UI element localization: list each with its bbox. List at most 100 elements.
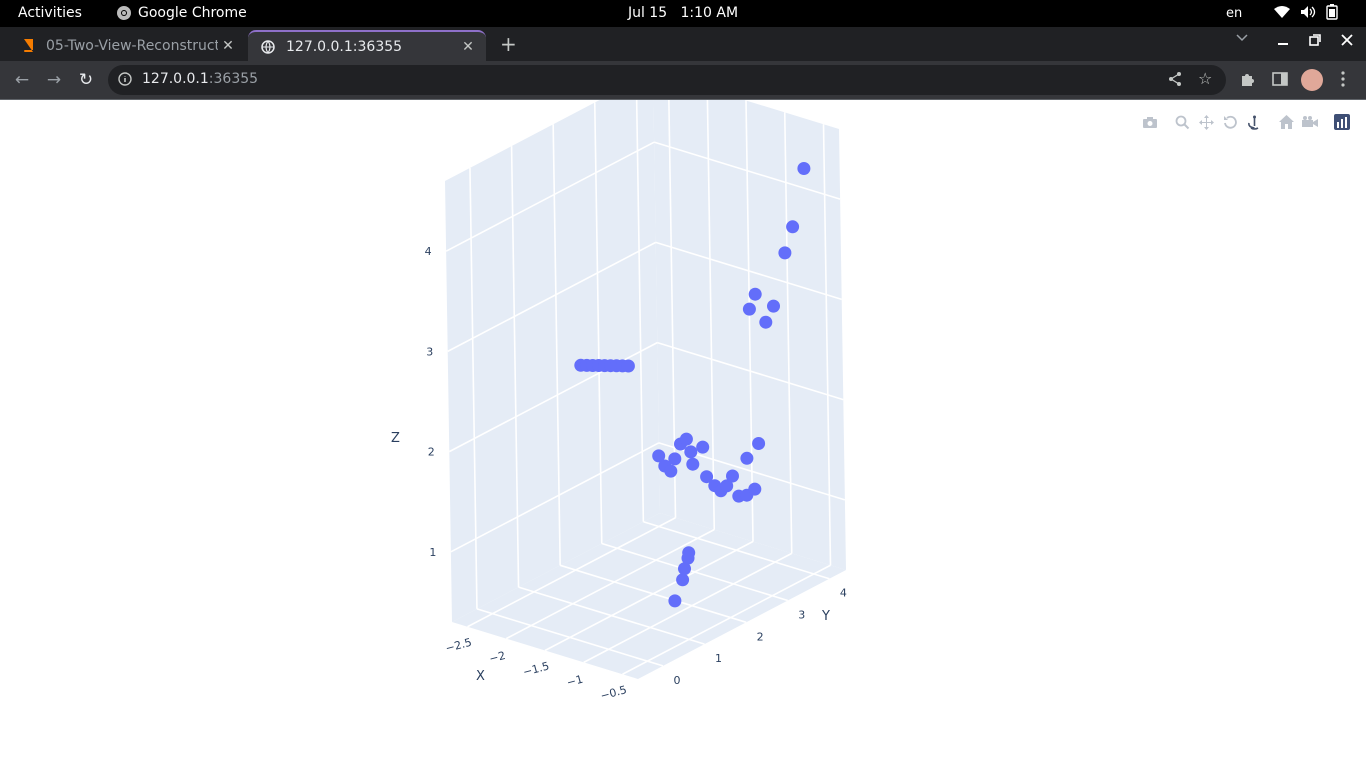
clock: Jul 15 1:10 AM [0,5,1366,21]
new-tab-button[interactable]: + [500,32,517,56]
gridline-z [655,241,842,301]
gridline-z [653,141,841,200]
app-name: Google Chrome [138,5,247,21]
zoom-icon[interactable] [1172,112,1192,132]
data-point[interactable] [684,445,698,459]
minimize-icon[interactable] [1277,34,1289,46]
language-indicator[interactable]: en [1226,6,1243,21]
gridline-y [635,100,645,522]
tab-search-icon[interactable] [1236,34,1248,42]
back-icon[interactable]: ← [14,70,30,90]
camera-icon[interactable] [1140,112,1160,132]
app-menu[interactable]: Google Chrome [116,5,247,21]
wall-x [445,100,660,622]
z-tick-label: 3 [426,345,433,358]
x-tick-label: −0.5 [599,683,628,702]
reload-icon[interactable]: ↻ [78,70,94,90]
camera-reset-icon[interactable] [1300,112,1320,132]
data-point[interactable] [686,457,700,471]
z-tick-label: 1 [429,546,436,559]
tab-title: 05-Two-View-Reconstruct [46,37,218,54]
profile-avatar[interactable] [1301,69,1323,91]
pan-icon[interactable] [1196,112,1216,132]
gridline-y [643,520,830,580]
data-point[interactable] [752,437,766,450]
gridline-x [745,100,754,542]
battery-icon [1326,4,1338,20]
gridline-x [505,528,715,640]
gridline-x [783,112,793,554]
data-point[interactable] [652,449,666,463]
gridline-z [450,442,660,553]
info-icon[interactable] [118,72,132,86]
system-tray[interactable] [1274,4,1338,20]
y-tick-label: 1 [715,652,722,665]
y-axis-title: Y [821,609,830,624]
chrome-icon [117,6,131,20]
scatter3d-plot[interactable]: −2.5 −2 −1.5 −1 −0.5 0 1 2 3 4 1 2 3 4 Z X Y [0,100,1366,768]
z-axis-title: Z [391,431,400,446]
book-icon [20,38,36,54]
x-tick-label: −2 [488,649,507,666]
side-panel-icon[interactable] [1272,71,1288,87]
address-bar[interactable]: 127.0.0.1:36355 ☆ [108,65,1226,95]
forward-icon[interactable]: → [46,70,62,90]
volume-icon [1301,6,1316,18]
time: 1:10 AM [680,5,739,21]
data-point[interactable] [797,162,811,175]
y-tick-label: 2 [757,630,764,643]
data-point[interactable] [668,452,682,466]
clock-button[interactable]: Jul 15 1:10 AM [628,5,738,21]
gridline-y [476,608,664,667]
close-window-icon[interactable] [1341,34,1353,46]
data-point[interactable] [676,573,690,587]
activities-button[interactable]: Activities [18,5,82,21]
bookmark-star-icon[interactable]: ☆ [1198,69,1213,88]
restore-icon[interactable] [1309,34,1321,46]
home-icon[interactable] [1276,112,1296,132]
data-points [574,162,811,608]
data-point[interactable] [740,451,754,465]
data-point[interactable] [748,287,762,301]
tab-notebook[interactable]: 05-Two-View-Reconstruct ✕ [8,30,246,61]
data-point[interactable] [668,594,682,608]
data-point[interactable] [778,246,792,260]
data-point[interactable] [664,464,678,478]
gridline-y [593,102,603,544]
data-point[interactable] [679,432,693,446]
x-axis-title: X [476,669,485,684]
data-point[interactable] [742,302,756,316]
data-point[interactable] [720,479,734,493]
gridline-y [510,146,520,588]
data-point[interactable] [767,299,780,313]
menu-kebab-icon[interactable] [1340,71,1346,87]
data-point[interactable] [748,482,762,496]
tab-localhost[interactable]: 127.0.0.1:36355 ✕ [248,30,486,61]
gridline-z [447,241,657,353]
globe-icon [260,39,276,55]
browser-toolbar: ← → ↻ 127.0.0.1:36355 ☆ [0,61,1366,100]
url-host: 127.0.0.1 [142,71,209,87]
plotly-logo-icon[interactable] [1332,112,1352,132]
orbit-rotate-icon[interactable] [1220,112,1240,132]
url-port: :36355 [208,71,259,87]
turntable-rotate-icon[interactable] [1244,112,1264,132]
extensions-icon[interactable] [1240,71,1256,87]
data-point[interactable] [696,440,710,454]
y-tick-label: 3 [798,609,805,622]
data-point[interactable] [678,562,691,576]
close-icon[interactable]: ✕ [462,38,474,55]
data-point[interactable] [621,359,635,373]
gridline-x [822,124,832,566]
data-point[interactable] [700,470,714,484]
data-point[interactable] [726,469,739,483]
share-icon[interactable] [1168,71,1182,87]
data-point[interactable] [759,315,773,329]
url-text: 127.0.0.1:36355 [142,71,258,87]
close-icon[interactable]: ✕ [222,37,234,54]
wifi-icon [1274,6,1290,18]
data-point[interactable] [682,546,696,560]
gridline-x [467,517,676,628]
plotly-modebar [1140,112,1352,132]
data-point[interactable] [786,220,800,234]
